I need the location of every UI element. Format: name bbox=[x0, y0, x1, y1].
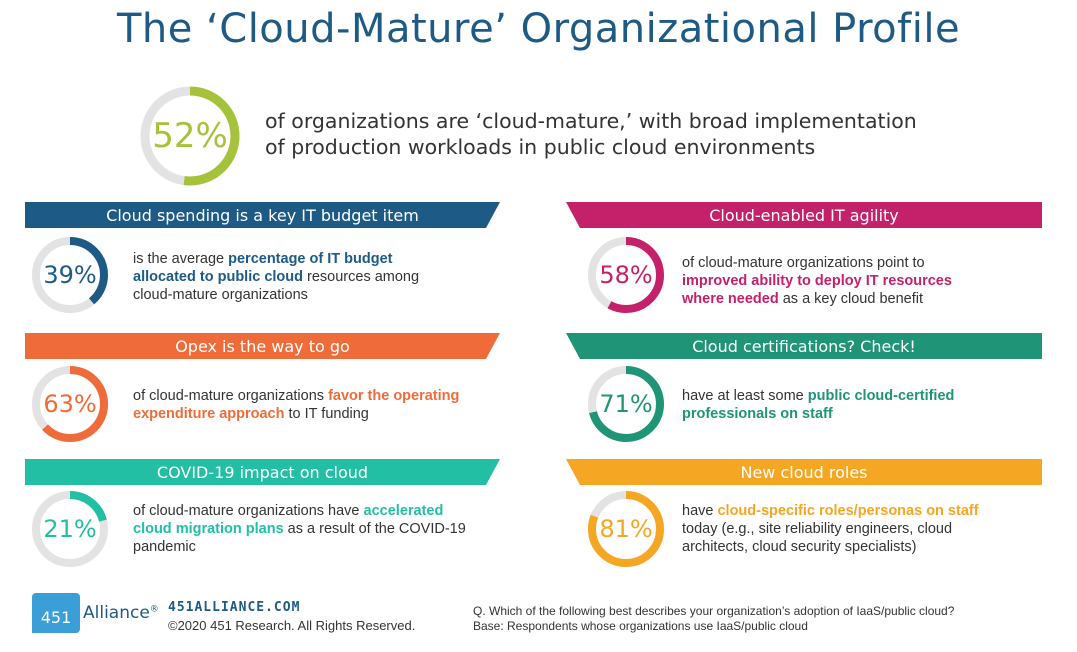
ring-covid bbox=[32, 491, 108, 567]
desc-roles: have cloud-specific roles/personas on st… bbox=[682, 502, 982, 556]
desc-certs-before: have at least some bbox=[682, 388, 808, 404]
banner-agility: Cloud-enabled IT agility bbox=[566, 202, 1042, 228]
desc-agility-highlight: improved ability to deploy IT resources … bbox=[682, 273, 952, 307]
banner-roles-label: New cloud roles bbox=[740, 462, 868, 482]
desc-roles-highlight: cloud-specific roles/personas on staff bbox=[717, 503, 979, 519]
desc-opex-highlight: favor the operating expenditure approach bbox=[133, 388, 460, 422]
desc-roles-after: today (e.g., site reliability engineers,… bbox=[682, 521, 953, 555]
hero-ring-fill bbox=[140, 86, 240, 186]
desc-budget-before: is the average bbox=[133, 251, 229, 267]
desc-covid: of cloud-mature organizations have accel… bbox=[133, 502, 478, 556]
hero-line-2: of production workloads in public cloud … bbox=[265, 135, 816, 159]
desc-certs: have at least some public cloud-certifie… bbox=[682, 387, 992, 423]
percent-covid: 21% bbox=[43, 515, 97, 543]
desc-covid-before: of cloud-mature organizations have bbox=[133, 503, 364, 519]
ring-certs bbox=[588, 366, 664, 442]
desc-opex-before: of cloud-mature organizations bbox=[133, 388, 329, 404]
hero-description: of organizations are ‘cloud-mature,’ wit… bbox=[265, 108, 965, 160]
hero-progress-ring bbox=[140, 86, 240, 186]
ring-opex bbox=[32, 366, 108, 442]
banner-budget-label: Cloud spending is a key IT budget item bbox=[106, 205, 419, 225]
copyright: ©2020 451 Research. All Rights Reserved. bbox=[168, 618, 416, 633]
desc-budget-after: resources among cloud-mature organizatio… bbox=[133, 269, 420, 303]
banner-covid: COVID-19 impact on cloud bbox=[25, 459, 500, 485]
banner-roles: New cloud roles bbox=[566, 459, 1042, 485]
banner-opex-label: Opex is the way to go bbox=[175, 336, 350, 356]
ring-agility bbox=[588, 237, 664, 313]
ring-budget bbox=[32, 237, 108, 313]
hero-percent: 52% bbox=[152, 116, 228, 156]
desc-budget-highlight: percentage of IT budget allocated to pub… bbox=[133, 251, 393, 285]
desc-budget: is the average percentage of IT budget a… bbox=[133, 250, 433, 304]
survey-base: Base: Respondents whose organizations us… bbox=[473, 619, 808, 633]
desc-roles-before: have bbox=[682, 503, 718, 519]
site-link[interactable]: 451ALLIANCE.COM bbox=[168, 600, 301, 615]
ring-covid-fill bbox=[32, 491, 108, 567]
percent-roles: 81% bbox=[599, 515, 653, 543]
desc-opex: of cloud-mature organizations favor the … bbox=[133, 387, 473, 423]
logo-word: Alliance bbox=[83, 603, 150, 623]
desc-agility: of cloud-mature organizations point to i… bbox=[682, 254, 992, 308]
ring-budget-fill bbox=[32, 237, 108, 313]
desc-certs-highlight: public cloud-certified professionals on … bbox=[682, 388, 955, 422]
banner-agility-label: Cloud-enabled IT agility bbox=[709, 205, 899, 225]
hero-line-1: of organizations are ‘cloud-mature,’ wit… bbox=[265, 109, 917, 133]
percent-agility: 58% bbox=[599, 261, 653, 289]
desc-covid-after: as a result of the COVID-19 pandemic bbox=[133, 521, 466, 555]
ring-opex-fill bbox=[32, 366, 108, 442]
desc-agility-before: of cloud-mature organizations point to bbox=[682, 255, 925, 271]
registered-mark: ® bbox=[149, 604, 159, 615]
ring-certs-fill bbox=[588, 366, 664, 442]
banner-opex: Opex is the way to go bbox=[25, 333, 500, 359]
survey-question: Q. Which of the following best describes… bbox=[473, 604, 955, 618]
banner-certs-label: Cloud certifications? Check! bbox=[692, 336, 916, 356]
451-alliance-logo bbox=[32, 593, 80, 633]
percent-certs: 71% bbox=[599, 390, 653, 418]
desc-covid-highlight: accelerated cloud migration plans bbox=[133, 503, 444, 537]
page-title: The ‘Cloud-Mature’ Organizational Profil… bbox=[116, 6, 961, 52]
banner-budget: Cloud spending is a key IT budget item bbox=[25, 202, 500, 228]
ring-roles-fill bbox=[588, 491, 664, 567]
desc-agility-after: as a key cloud benefit bbox=[778, 291, 923, 307]
banner-covid-label: COVID-19 impact on cloud bbox=[156, 462, 369, 482]
percent-budget: 39% bbox=[43, 261, 97, 289]
logo-number: 451 bbox=[40, 608, 72, 627]
percent-opex: 63% bbox=[43, 390, 97, 418]
logo-wordmark: Alliance® bbox=[83, 603, 159, 623]
ring-roles bbox=[588, 491, 664, 567]
desc-opex-after: to IT funding bbox=[284, 406, 369, 422]
ring-agility-fill bbox=[588, 237, 664, 313]
banner-certs: Cloud certifications? Check! bbox=[566, 333, 1042, 359]
